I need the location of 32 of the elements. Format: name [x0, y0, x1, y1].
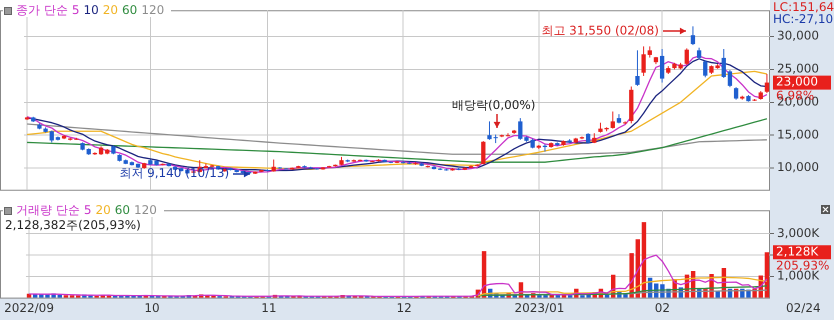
text: 60 — [122, 3, 138, 17]
annotation: 최고 31,550 (02/08) — [541, 23, 659, 38]
y-tick-label: 25,000 — [777, 62, 819, 76]
text: 2,128K — [776, 244, 820, 258]
text: 5 — [72, 3, 80, 17]
text: 120 — [134, 203, 157, 217]
annotation: 배당락(0,00%) — [452, 98, 536, 112]
y-tick-label: 30,000 — [777, 28, 819, 43]
annotation: 최저 9,140 (10/13) — [119, 166, 230, 180]
x-tick-label: 12 — [396, 300, 412, 315]
text: 120 — [141, 3, 164, 17]
text: 23,000 — [776, 74, 818, 89]
text: 02/24 — [786, 300, 821, 315]
x-tick-label: 2022/09 — [4, 300, 54, 315]
x-tick-label: 02 — [654, 300, 670, 315]
text: HC:-27,10 — [773, 12, 834, 26]
legend-title: 거래량 단순 — [16, 203, 80, 217]
text: 5 — [84, 203, 92, 217]
text: 205,93% — [776, 258, 830, 272]
x-tick-label: 10 — [144, 300, 160, 315]
y-tick-label: 15,000 — [777, 127, 819, 142]
text: 60 — [114, 203, 130, 217]
legend-title: 종가 단순 — [16, 3, 68, 17]
text: 20 — [102, 3, 118, 17]
text: 20 — [95, 203, 111, 217]
y-tick-label: 3,000K — [777, 226, 820, 240]
y-tick-label: 10,000 — [777, 160, 819, 174]
text: 10 — [83, 3, 99, 17]
x-tick-label: 2023/01 — [514, 300, 564, 315]
text: LC:151,64 — [773, 0, 834, 14]
x-tick-label: 11 — [261, 300, 276, 315]
annotation: 2,128,382주(205,93%) — [5, 218, 141, 232]
